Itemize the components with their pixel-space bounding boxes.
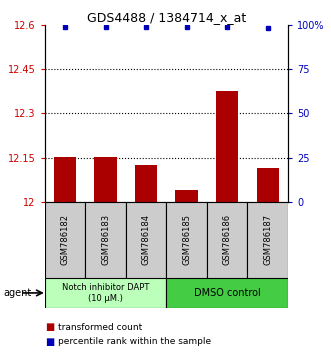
Text: percentile rank within the sample: percentile rank within the sample	[58, 337, 211, 346]
Bar	[135, 165, 157, 202]
Bar	[54, 157, 76, 202]
Text: GSM786183: GSM786183	[101, 214, 110, 266]
Bar	[45, 278, 166, 308]
Bar	[85, 202, 126, 278]
Bar	[247, 202, 288, 278]
Title: GDS4488 / 1384714_x_at: GDS4488 / 1384714_x_at	[87, 11, 246, 24]
Bar	[126, 202, 166, 278]
Text: transformed count: transformed count	[58, 323, 142, 332]
Text: GSM786184: GSM786184	[142, 214, 151, 266]
Text: GSM786186: GSM786186	[223, 214, 232, 266]
Text: GSM786185: GSM786185	[182, 214, 191, 266]
Text: ■: ■	[45, 322, 54, 332]
Text: Notch inhibitor DAPT
(10 μM.): Notch inhibitor DAPT (10 μM.)	[62, 283, 149, 303]
Bar	[175, 190, 198, 202]
Bar	[207, 202, 247, 278]
Bar	[166, 278, 288, 308]
Text: DMSO control: DMSO control	[194, 288, 260, 298]
Bar	[94, 157, 117, 202]
Bar	[257, 168, 279, 202]
Bar	[45, 202, 85, 278]
Text: GSM786182: GSM786182	[61, 214, 70, 266]
Text: agent: agent	[3, 288, 31, 298]
Text: GSM786187: GSM786187	[263, 214, 272, 266]
Bar	[166, 202, 207, 278]
Text: ■: ■	[45, 337, 54, 347]
Bar	[216, 91, 238, 202]
